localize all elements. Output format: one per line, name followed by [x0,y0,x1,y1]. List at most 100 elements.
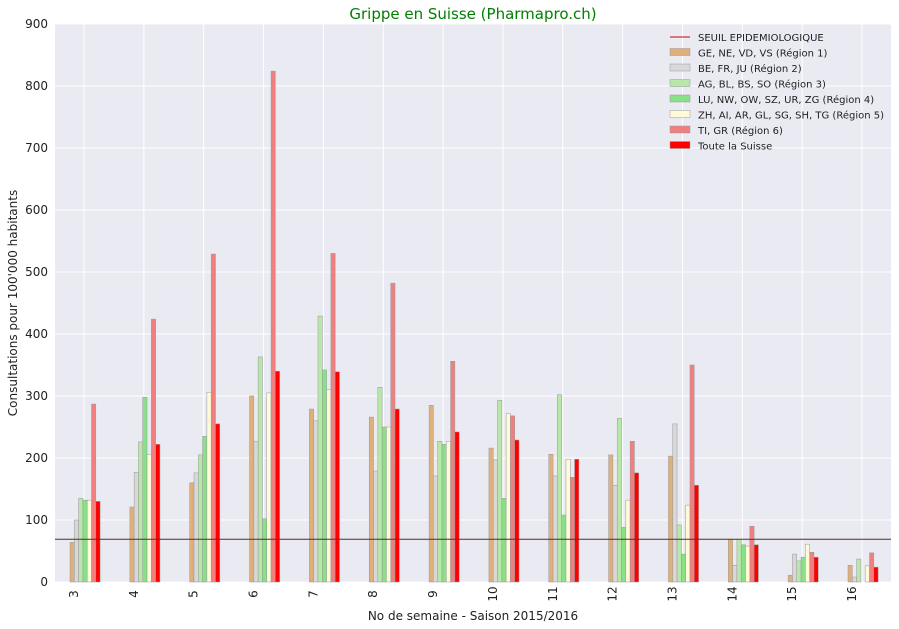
x-tick-label: 11 [546,586,560,601]
bar-5-week-16 [864,565,870,583]
legend-label: GE, NE, VD, VS (Région 1) [698,48,828,60]
bar-6-week-10 [510,415,515,583]
legend-label: TI, GR (Région 6) [697,125,783,137]
x-tick-label: 10 [486,586,500,601]
bar-1-week-5 [189,482,195,583]
bar-6-week-11 [570,476,575,583]
bar-3-week-6 [257,356,263,583]
bar-2-week-5 [193,472,199,583]
x-tick-label: 7 [306,590,320,598]
bar-3-week-5 [198,454,203,583]
legend-swatch [669,125,691,134]
bar-3-week-9 [437,441,443,583]
bar-5-week-4 [146,454,152,583]
bar-1-week-9 [428,405,434,583]
bar-4-week-9 [441,444,447,583]
bar-6-week-14 [749,525,755,583]
bar-7-week-12 [634,472,639,583]
bar-3-week-3 [78,498,84,583]
bar-2-week-11 [552,475,558,583]
bar-2-week-4 [133,472,139,583]
bar-3-week-14 [736,538,742,583]
bar-6-week-4 [151,318,156,583]
x-axis-label: No de semaine - Saison 2015/2016 [368,609,578,623]
bar-3-week-4 [138,441,143,583]
x-tick-label: 12 [606,586,620,601]
bar-7-week-5 [215,423,221,583]
y-tick-label: 0 [40,575,48,589]
bar-5-week-5 [206,392,212,583]
legend-label: ZH, AI, AR, GL, SG, SH, TG (Région 5) [698,110,884,122]
bar-2-week-15 [792,553,798,583]
bar-6-week-8 [390,282,396,583]
bar-6-week-5 [210,253,216,583]
bar-5-week-14 [745,545,751,583]
bar-5-week-11 [565,458,571,583]
bar-6-week-13 [689,364,695,583]
bar-5-week-8 [386,426,391,583]
bar-6-week-15 [809,551,815,583]
legend-label: SEUIL EPIDEMIOLOGIQUE [698,33,824,44]
legend-swatch [669,48,691,56]
legend-label: AG, BL, BS, SO (Région 3) [698,79,826,91]
bar-1-week-12 [608,454,614,583]
bar-2-week-16 [852,576,857,583]
bar-7-week-3 [95,501,101,583]
x-tick-label: 6 [247,590,261,598]
bar-7-week-14 [753,544,759,583]
y-tick-label: 800 [25,79,48,93]
bar-1-week-11 [548,454,554,583]
bar-1-week-15 [787,574,793,583]
bar-4-week-11 [561,514,567,583]
bar-3-week-8 [377,387,383,583]
bar-3-week-15 [796,560,802,583]
x-tick-label: 9 [426,590,440,598]
bar-7-week-4 [155,444,161,583]
bar-6-week-9 [450,361,456,583]
legend-label: LU, NW, OW, SZ, UR, ZG (Région 4) [698,94,874,106]
bar-6-week-7 [330,253,336,583]
bar-6-week-3 [91,403,97,583]
bar-7-week-13 [694,485,699,583]
chart-title: Grippe en Suisse (Pharmapro.ch) [349,5,596,23]
bar-7-week-6 [275,370,280,583]
bar-1-week-4 [129,506,135,583]
bar-3-week-13 [676,524,682,583]
x-tick-label: 13 [665,586,679,601]
bar-7-week-7 [334,371,340,583]
bar-7-week-15 [813,556,819,583]
bar-5-week-9 [446,441,451,583]
x-tick-label: 8 [366,590,380,598]
bar-3-week-12 [616,418,622,583]
bar-2-week-13 [672,423,678,583]
bar-2-week-14 [732,565,738,583]
bar-1-week-7 [309,408,314,583]
bar-3-week-10 [497,400,503,583]
legend-swatch [669,79,691,87]
legend-swatch [669,110,691,118]
bar-1-week-14 [728,538,733,583]
bar-5-week-7 [326,389,332,583]
bar-2-week-3 [74,519,79,583]
bar-1-week-8 [368,416,374,583]
bar-2-week-6 [253,441,259,583]
bar-5-week-13 [685,504,691,583]
bar-4-week-7 [322,369,327,583]
bar-4-week-15 [800,556,806,583]
x-tick-label: 16 [845,586,859,601]
x-tick-label: 15 [785,586,799,601]
bar-4-week-14 [740,544,746,583]
y-tick-label: 400 [25,327,48,341]
bar-4-week-12 [621,527,627,583]
bar-7-week-11 [574,458,580,583]
y-tick-label: 200 [25,451,48,465]
x-tick-label: 4 [127,590,141,598]
y-tick-label: 600 [25,203,48,217]
bar-5-week-15 [805,543,810,583]
bar-6-week-16 [869,552,875,583]
plot-area [55,24,891,582]
bar-5-week-6 [266,392,272,583]
bar-1-week-3 [69,542,75,583]
